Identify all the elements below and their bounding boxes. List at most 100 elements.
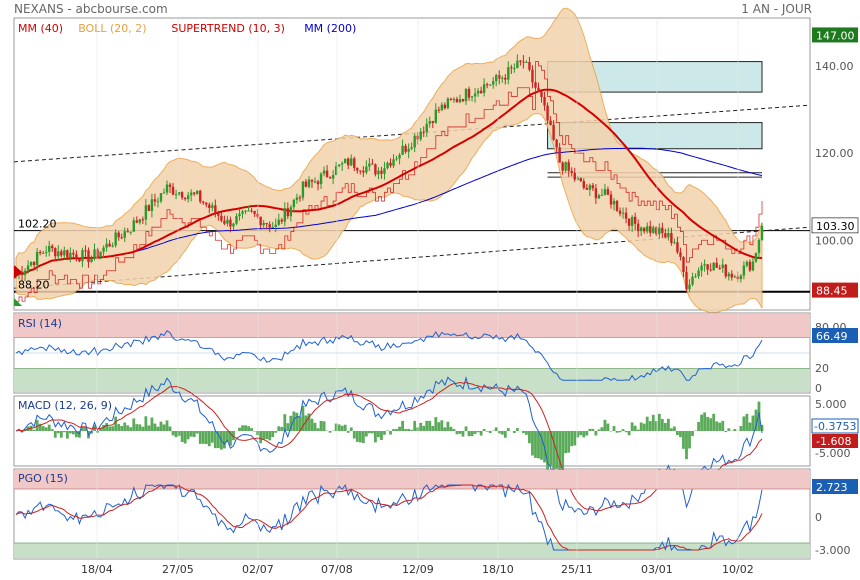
level-label: 102.20	[18, 218, 57, 231]
macd-histogram-bar	[147, 425, 151, 431]
candle-body	[670, 233, 673, 244]
candle-body	[63, 250, 66, 256]
macd-histogram-bar	[558, 431, 562, 474]
macd-histogram-bar	[271, 431, 275, 438]
candle-body	[422, 131, 425, 133]
macd-histogram-bar	[265, 431, 269, 440]
candle-body	[153, 199, 157, 202]
candle-body	[673, 242, 676, 244]
candle-body	[232, 223, 235, 227]
candle-body	[498, 75, 501, 79]
macd-histogram-bar	[159, 421, 163, 431]
candle-body	[268, 224, 271, 228]
candle-body	[724, 264, 727, 277]
candle-body	[313, 181, 317, 183]
macd-histogram-bar	[745, 413, 749, 431]
pgo-signal-line	[15, 484, 763, 551]
macd-histogram-bar	[192, 431, 196, 437]
macd-histogram-bar	[666, 418, 670, 431]
candle-body	[461, 99, 465, 102]
macd-histogram-bar	[238, 427, 241, 431]
candle-body	[380, 170, 383, 174]
rsi-overbought-zone	[14, 314, 810, 338]
candle-body	[162, 192, 166, 194]
macd-histogram-bar	[525, 431, 528, 435]
bollinger-band	[15, 7, 763, 314]
candle-body	[383, 168, 386, 174]
candle-body	[525, 62, 528, 64]
macd-histogram-bar	[247, 426, 250, 431]
candle-body	[425, 123, 428, 133]
candle-body	[371, 163, 374, 165]
macd-histogram-bar	[721, 420, 725, 431]
macd-histogram-bar	[398, 426, 401, 431]
candle-body	[41, 252, 45, 254]
candle-body	[69, 252, 72, 258]
macd-histogram-bar	[165, 420, 169, 431]
candle-body	[60, 251, 63, 256]
macd-histogram-bar	[343, 424, 347, 431]
candle-body	[301, 181, 305, 198]
rsi-label: RSI (14)	[18, 317, 62, 330]
macd-histogram-bar	[700, 414, 703, 431]
macd-histogram-bar	[682, 431, 685, 449]
macd-histogram-bar	[540, 431, 543, 460]
candle-body	[117, 232, 120, 238]
macd-histogram-bar	[313, 422, 317, 431]
legend-item-1: BOLL (20, 2)	[78, 22, 146, 35]
macd-histogram-bar	[283, 414, 287, 431]
candle-body	[416, 135, 419, 140]
macd-histogram-bar	[733, 429, 737, 431]
macd-histogram-bar	[38, 423, 42, 431]
pgo-badge	[812, 479, 858, 494]
macd-histogram-bar	[71, 431, 75, 435]
candle-body	[564, 162, 567, 171]
macd-histogram-bar	[561, 431, 565, 471]
candle-body	[214, 205, 217, 214]
macd-histogram-bar	[59, 431, 63, 438]
candle-body	[537, 87, 540, 92]
macd-histogram-bar	[141, 426, 145, 431]
candle-body	[171, 186, 175, 195]
rsi-badge	[812, 328, 858, 343]
candle-body	[99, 251, 102, 258]
macd-histogram-bar	[630, 422, 634, 431]
macd-histogram-bar	[105, 423, 109, 431]
macd-histogram-bar	[47, 424, 51, 431]
macd-histogram-bar	[277, 426, 281, 431]
candle-body	[377, 170, 380, 175]
candle-body	[555, 139, 558, 148]
macd-histogram-bar	[253, 431, 256, 432]
candle-body	[337, 164, 341, 167]
candle-body	[410, 147, 413, 149]
macd-histogram-bar	[724, 431, 728, 433]
candle-body	[733, 276, 737, 278]
candle-body	[177, 192, 181, 195]
macd-histogram-bar	[304, 415, 308, 431]
candle-body	[138, 219, 142, 223]
macd-histogram-bar	[298, 416, 302, 431]
candle-body	[404, 145, 407, 152]
macd-histogram-bar	[180, 431, 184, 442]
macd-histogram-bar	[201, 431, 205, 444]
macd-histogram-bar	[189, 431, 193, 437]
macd-histogram-bar	[500, 431, 504, 435]
candle-body	[159, 193, 163, 202]
candle-body	[141, 219, 145, 221]
macd-histogram-bar	[464, 426, 468, 431]
candle-body	[751, 261, 755, 271]
candle-body	[476, 90, 480, 94]
candle-body	[126, 231, 129, 233]
macd-histogram-bar	[150, 417, 154, 431]
candle-body	[646, 226, 649, 232]
macd-histogram-bar	[648, 421, 652, 431]
candle-body	[473, 93, 477, 97]
candle-body	[29, 261, 33, 266]
macd-histogram-bar	[573, 431, 577, 446]
macd-histogram-bar	[286, 423, 290, 431]
macd-histogram-bar	[437, 422, 441, 431]
candle-body	[340, 163, 344, 165]
macd-histogram-bar	[62, 431, 66, 433]
candle-body	[220, 215, 223, 221]
pgo-panel-frame	[13, 468, 811, 560]
